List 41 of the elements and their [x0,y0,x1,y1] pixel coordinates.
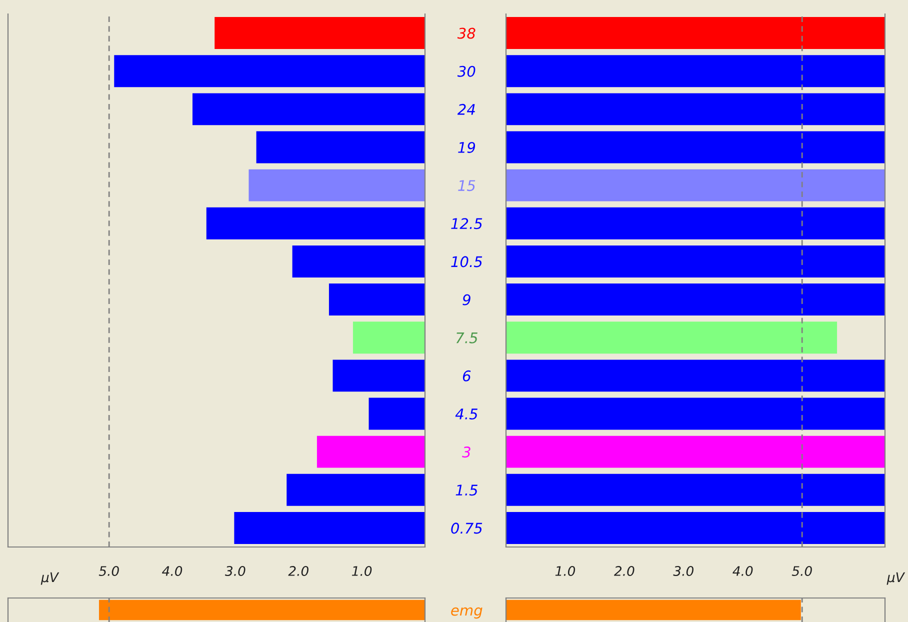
x-tick-label: 1.0 [352,566,372,576]
y-tick-label: 9 [462,294,470,306]
x-axis-title: μV [886,572,906,585]
bar [214,17,425,50]
y-tick-label: 6 [462,370,471,382]
x-tick-label: 4.0 [162,566,182,576]
bar [248,169,425,202]
y-tick-label: 1.5 [456,484,478,496]
bar [286,474,425,506]
x-tick-label: 5.0 [792,566,812,576]
x-tick-label: 2.0 [288,566,308,576]
x-tick-label: 5.0 [98,566,119,576]
y-tick-label: 12.5 [451,218,482,230]
y-tick-label: 24 [457,104,475,115]
bar [192,93,425,126]
y-tick-label: 3 [462,446,470,458]
y-tick-label: 30 [457,66,476,77]
y-tick-label: 19 [458,142,476,153]
y-tick-label: 15 [458,180,476,192]
x-tick-label: 3.0 [224,566,246,576]
y-tick-label: 7.5 [456,332,478,344]
bar [114,55,425,88]
x-tick-label: 1.0 [555,566,576,576]
bar [352,322,425,354]
x-tick-label: 3.0 [673,566,694,576]
y-tick-label: 4.5 [455,408,478,420]
x-tick-label: 2.0 [614,566,634,576]
bar [234,512,425,544]
x-axis-title: μV [40,572,60,585]
bar [316,436,425,468]
x-tick-label: 4.0 [732,566,753,576]
bar [368,398,425,430]
bar [332,360,425,392]
y-tick-label: 38 [457,28,476,39]
bar [206,207,425,240]
y-tick-label: 10.5 [451,256,482,268]
y-tick-label: emg [451,607,482,619]
bar [256,131,425,164]
bar [328,284,425,316]
y-tick-label: 0.75 [451,522,482,534]
bar [292,245,425,278]
